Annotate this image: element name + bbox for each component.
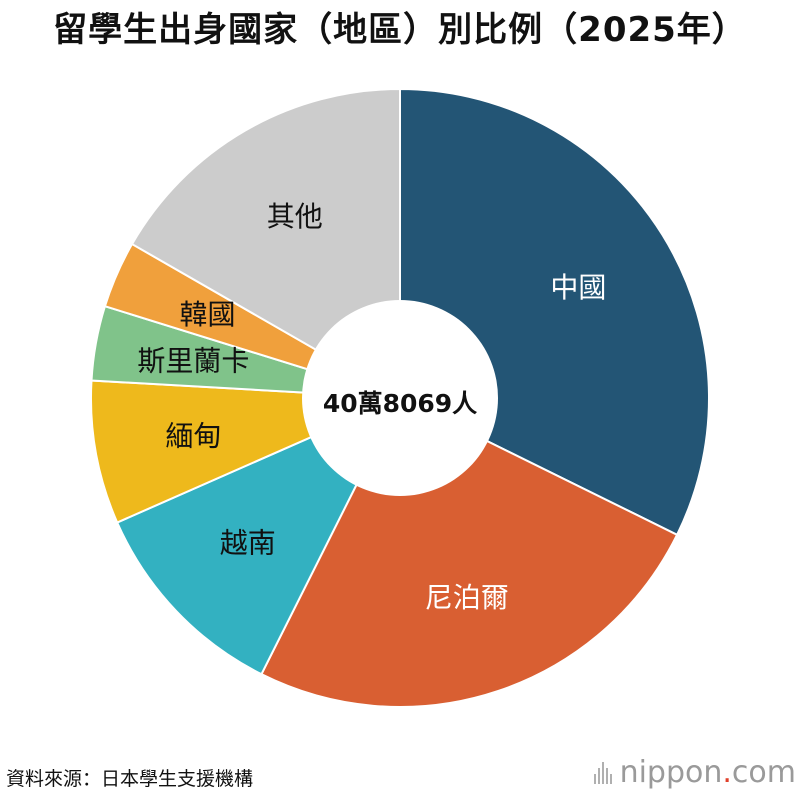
slice-label: 尼泊爾	[425, 581, 509, 614]
slice-label: 緬甸	[165, 419, 221, 452]
pie-slice	[130, 87, 401, 400]
slice-label: 中國	[550, 271, 606, 304]
chart-title: 留學生出身國家（地區）別比例（2025年）	[53, 10, 747, 50]
pie-slice	[115, 395, 403, 676]
logo-dot: .	[722, 755, 732, 790]
nippon-logo: nippon. com	[593, 755, 796, 790]
slice-label: 斯里蘭卡	[137, 345, 249, 378]
source-note: 資料來源：日本學生支援機構	[6, 768, 254, 790]
center-total-label: 40萬8069人	[323, 389, 477, 418]
slice-label: 其他	[267, 200, 323, 233]
logo-bars-icon	[593, 761, 614, 784]
donut-hole	[302, 300, 498, 496]
slice-label: 韓國	[179, 298, 235, 331]
slice-label: 越南	[220, 527, 276, 560]
logo-name: nippon	[619, 755, 723, 790]
logo-tld: com	[731, 755, 796, 790]
